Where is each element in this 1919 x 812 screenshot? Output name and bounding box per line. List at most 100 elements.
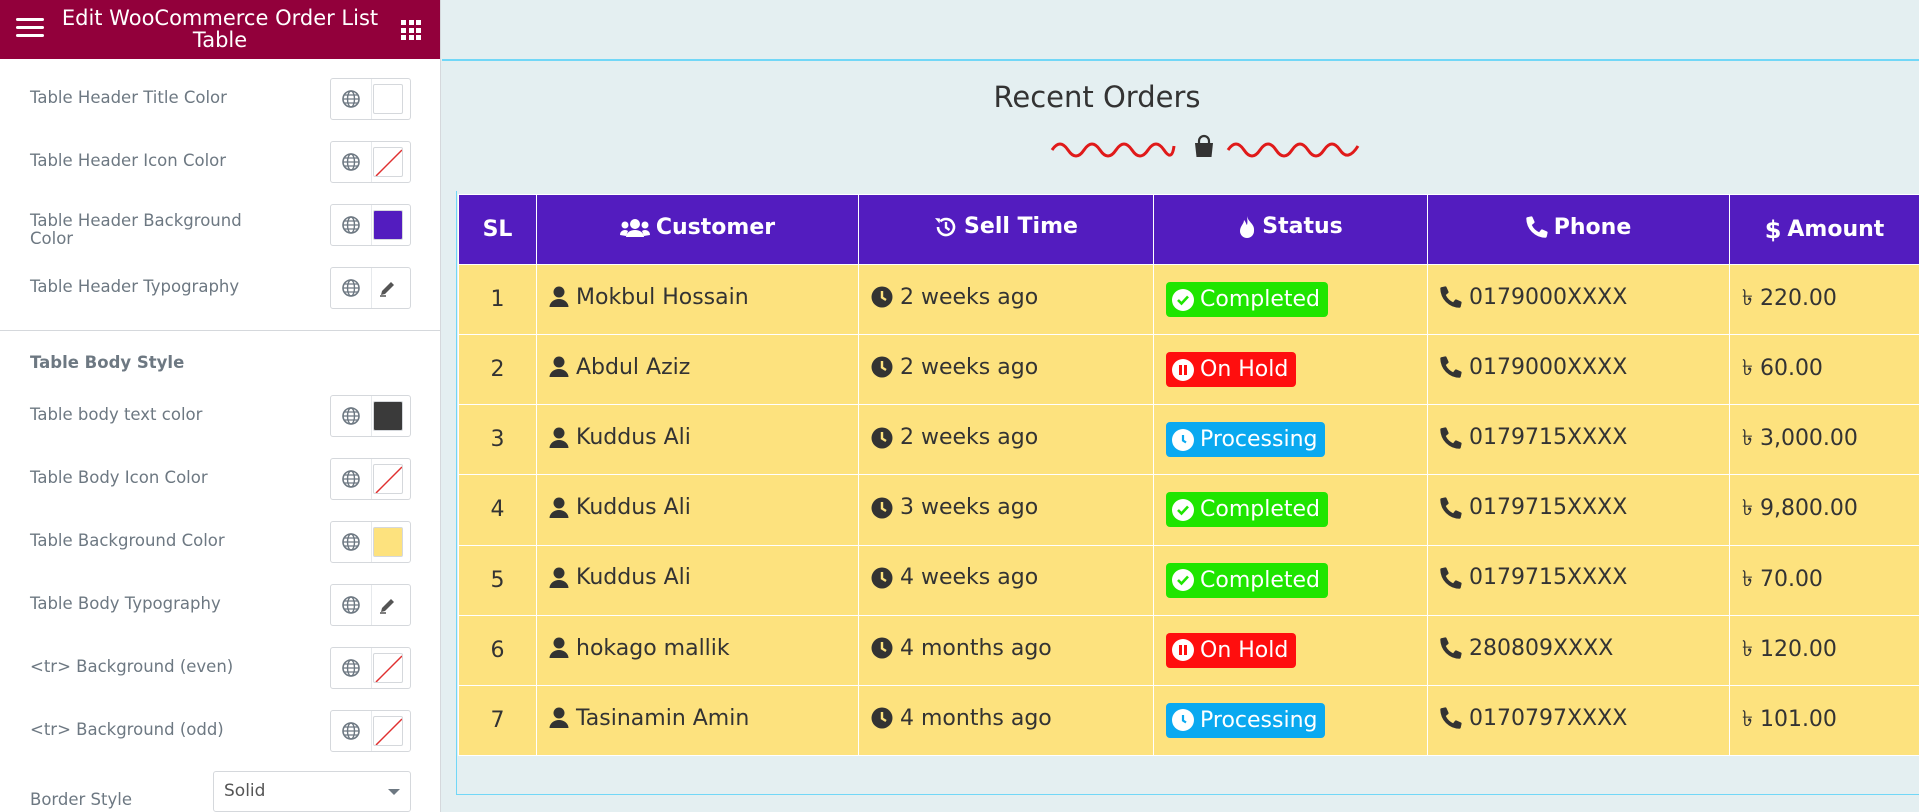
- control-row: Table Body Icon Color: [0, 458, 440, 518]
- hamburger-menu-icon[interactable]: [16, 18, 44, 40]
- sidebar-title: Edit WooCommerce Order List Table: [61, 6, 379, 52]
- user-icon: [549, 427, 569, 449]
- control-row: Table body text color: [0, 395, 440, 455]
- check-circle-icon: [1172, 498, 1194, 521]
- control-row: Table Body Typography: [0, 584, 440, 644]
- control-label: Table Header Title Color: [30, 88, 227, 107]
- globe-icon[interactable]: [331, 268, 371, 308]
- cell-sl: 7: [458, 684, 537, 757]
- editor-sidebar: Edit WooCommerce Order List Table Table …: [0, 0, 441, 812]
- cell-sell-time: 2 weeks ago: [858, 334, 1154, 406]
- header-phone: Phone: [1427, 194, 1730, 265]
- cell-sl: 1: [458, 263, 537, 336]
- status-badge[interactable]: Processing: [1166, 702, 1326, 738]
- cell-sell-time: 4 months ago: [858, 614, 1154, 686]
- phone-icon: [1440, 426, 1462, 449]
- control-label: Table Header Typography: [30, 277, 240, 296]
- pencil-icon[interactable]: [373, 273, 403, 303]
- divider-wave-left: [1050, 142, 1176, 158]
- previous-section[interactable]: [442, 0, 1919, 61]
- globe-icon[interactable]: [331, 522, 371, 562]
- color-swatch-empty[interactable]: [373, 147, 403, 177]
- cell-status: Processing: [1153, 684, 1428, 757]
- control-divider: [371, 585, 372, 625]
- table-row: 1 Mokbul Hossain 2 weeks ago Completed 01790…: [458, 263, 1919, 336]
- control-divider: [371, 142, 372, 182]
- status-badge[interactable]: Completed: [1166, 562, 1328, 598]
- control-divider: [371, 459, 372, 499]
- cell-sell-time: 2 weeks ago: [858, 263, 1154, 336]
- color-swatch-empty[interactable]: [373, 716, 403, 746]
- color-swatch[interactable]: [373, 401, 403, 431]
- table-row: 7 Tasinamin Amin 4 months ago Processing 017…: [458, 684, 1919, 757]
- cell-status: Processing: [1153, 404, 1428, 476]
- status-badge[interactable]: Processing: [1166, 422, 1326, 458]
- control-label: Table Body Typography: [30, 594, 221, 613]
- control-row: Table Header Icon Color: [0, 141, 440, 201]
- control-label: Table Header Icon Color: [30, 151, 227, 170]
- control-box: [330, 78, 411, 120]
- border-style-value: Solid: [224, 781, 266, 801]
- border-style-select[interactable]: Solid: [213, 771, 411, 812]
- globe-icon[interactable]: [331, 585, 371, 625]
- control-label: <tr> Background (even): [30, 657, 234, 676]
- cell-status: Completed: [1153, 544, 1428, 616]
- check-circle-icon: [1172, 288, 1194, 311]
- cell-amount: ৳ 120.00: [1729, 614, 1919, 686]
- header-customer: Customer: [536, 194, 859, 265]
- clock-icon: [871, 356, 893, 378]
- color-swatch-empty[interactable]: [373, 464, 403, 494]
- color-swatch[interactable]: [373, 210, 403, 240]
- widget-outline[interactable]: [456, 191, 1919, 795]
- clock-icon: [871, 427, 893, 449]
- header-sl: SL: [458, 194, 537, 265]
- color-swatch[interactable]: [373, 527, 403, 557]
- widgets-grid-icon[interactable]: [401, 20, 421, 40]
- cell-phone: 0179715XXXX: [1427, 544, 1730, 616]
- clock-icon: [871, 497, 893, 519]
- control-row: Table Header Typography: [0, 267, 440, 327]
- color-swatch[interactable]: [373, 84, 403, 114]
- status-badge[interactable]: On Hold: [1166, 632, 1297, 668]
- cell-customer: Kuddus Ali: [536, 404, 859, 476]
- control-divider: [371, 711, 372, 751]
- dollar-icon: $: [1764, 215, 1782, 244]
- cell-amount: ৳ 220.00: [1729, 263, 1919, 336]
- user-icon: [549, 497, 569, 519]
- globe-icon[interactable]: [331, 459, 371, 499]
- globe-icon[interactable]: [331, 648, 371, 688]
- control-box: [330, 458, 411, 500]
- globe-icon[interactable]: [331, 396, 371, 436]
- user-icon: [549, 567, 569, 589]
- control-box: [330, 141, 411, 183]
- table-row: 6 hokago mallik 4 months ago On Hold 280809X…: [458, 614, 1919, 686]
- cell-customer: Tasinamin Amin: [536, 684, 859, 757]
- cell-status: Completed: [1153, 263, 1428, 336]
- table-body: 1 Mokbul Hossain 2 weeks ago Completed 01790…: [458, 263, 1919, 757]
- status-badge[interactable]: On Hold: [1166, 352, 1297, 388]
- users-icon: [619, 218, 650, 237]
- globe-icon[interactable]: [331, 142, 371, 182]
- cell-sl: 4: [458, 474, 537, 546]
- cell-customer: Mokbul Hossain: [536, 263, 859, 336]
- globe-icon[interactable]: [331, 711, 371, 751]
- phone-icon: [1440, 637, 1462, 659]
- chevron-down-icon: [388, 789, 400, 795]
- phone-icon: [1440, 356, 1462, 379]
- status-badge[interactable]: Completed: [1166, 282, 1328, 318]
- table-row: 3 Kuddus Ali 2 weeks ago Processing 0179715X…: [458, 404, 1919, 476]
- pencil-icon[interactable]: [373, 590, 403, 620]
- section-title-table-body-style: Table Body Style: [30, 353, 185, 372]
- cell-status: Completed: [1153, 474, 1428, 546]
- control-row: <tr> Background (odd): [0, 710, 440, 770]
- status-badge[interactable]: Completed: [1166, 492, 1328, 528]
- cell-phone: 0179715XXXX: [1427, 474, 1730, 546]
- clock-icon: [871, 286, 893, 308]
- cell-sl: 5: [458, 544, 537, 616]
- cell-status: On Hold: [1153, 334, 1428, 406]
- globe-icon[interactable]: [331, 79, 371, 119]
- color-swatch-empty[interactable]: [373, 653, 403, 683]
- globe-icon[interactable]: [331, 205, 371, 245]
- orders-table: SL Customer Sell Time Status Phone $ Amo…: [458, 194, 1919, 757]
- widget-title: Recent Orders: [993, 80, 1201, 114]
